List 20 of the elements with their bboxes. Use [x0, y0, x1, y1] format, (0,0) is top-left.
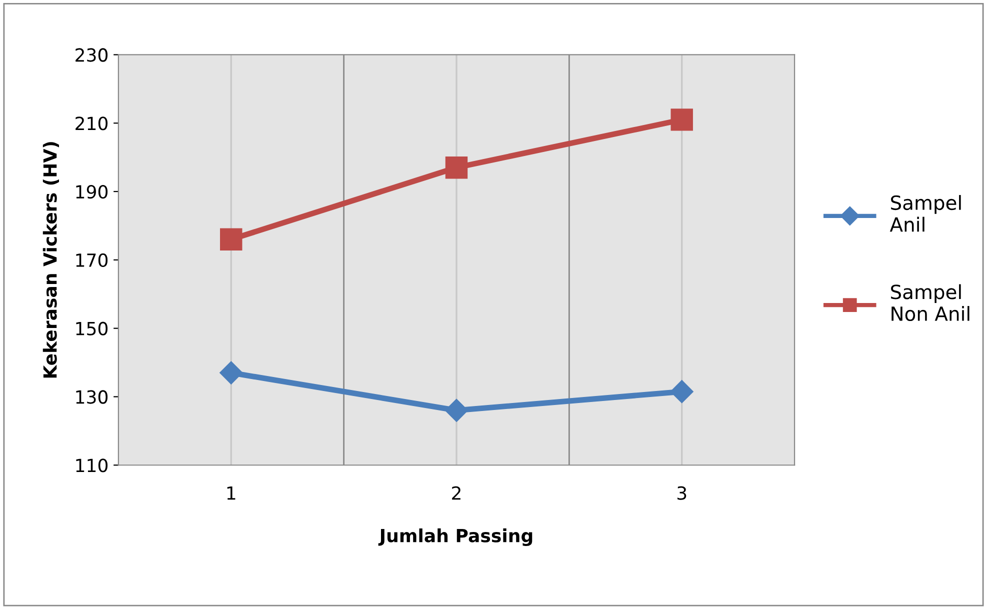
- y-axis-title: Kekerasan Vickers (HV): [42, 142, 59, 378]
- y-tick-label: 130: [76, 390, 108, 404]
- point: [220, 361, 243, 384]
- legend-label: Sampel Non Anil: [891, 284, 970, 322]
- x-tick-label: 2: [452, 486, 460, 500]
- point: [444, 398, 468, 422]
- x-tick-label: 3: [677, 486, 686, 500]
- point: [670, 380, 694, 404]
- point: [445, 156, 468, 179]
- y-tick-label: 110: [76, 458, 108, 472]
- point: [670, 108, 693, 131]
- y-tick-label: 190: [76, 184, 108, 199]
- y-tick-label: 170: [76, 253, 108, 268]
- y-tick-label: 230: [76, 48, 108, 62]
- x-tick-label: 1: [227, 486, 236, 500]
- legend-label: Sampel Anil: [890, 195, 961, 232]
- y-tick-label: 210: [76, 116, 108, 130]
- x-axis-title: Jumlah Passing: [378, 528, 532, 546]
- y-tick-label: 150: [76, 322, 108, 336]
- point: [220, 228, 242, 251]
